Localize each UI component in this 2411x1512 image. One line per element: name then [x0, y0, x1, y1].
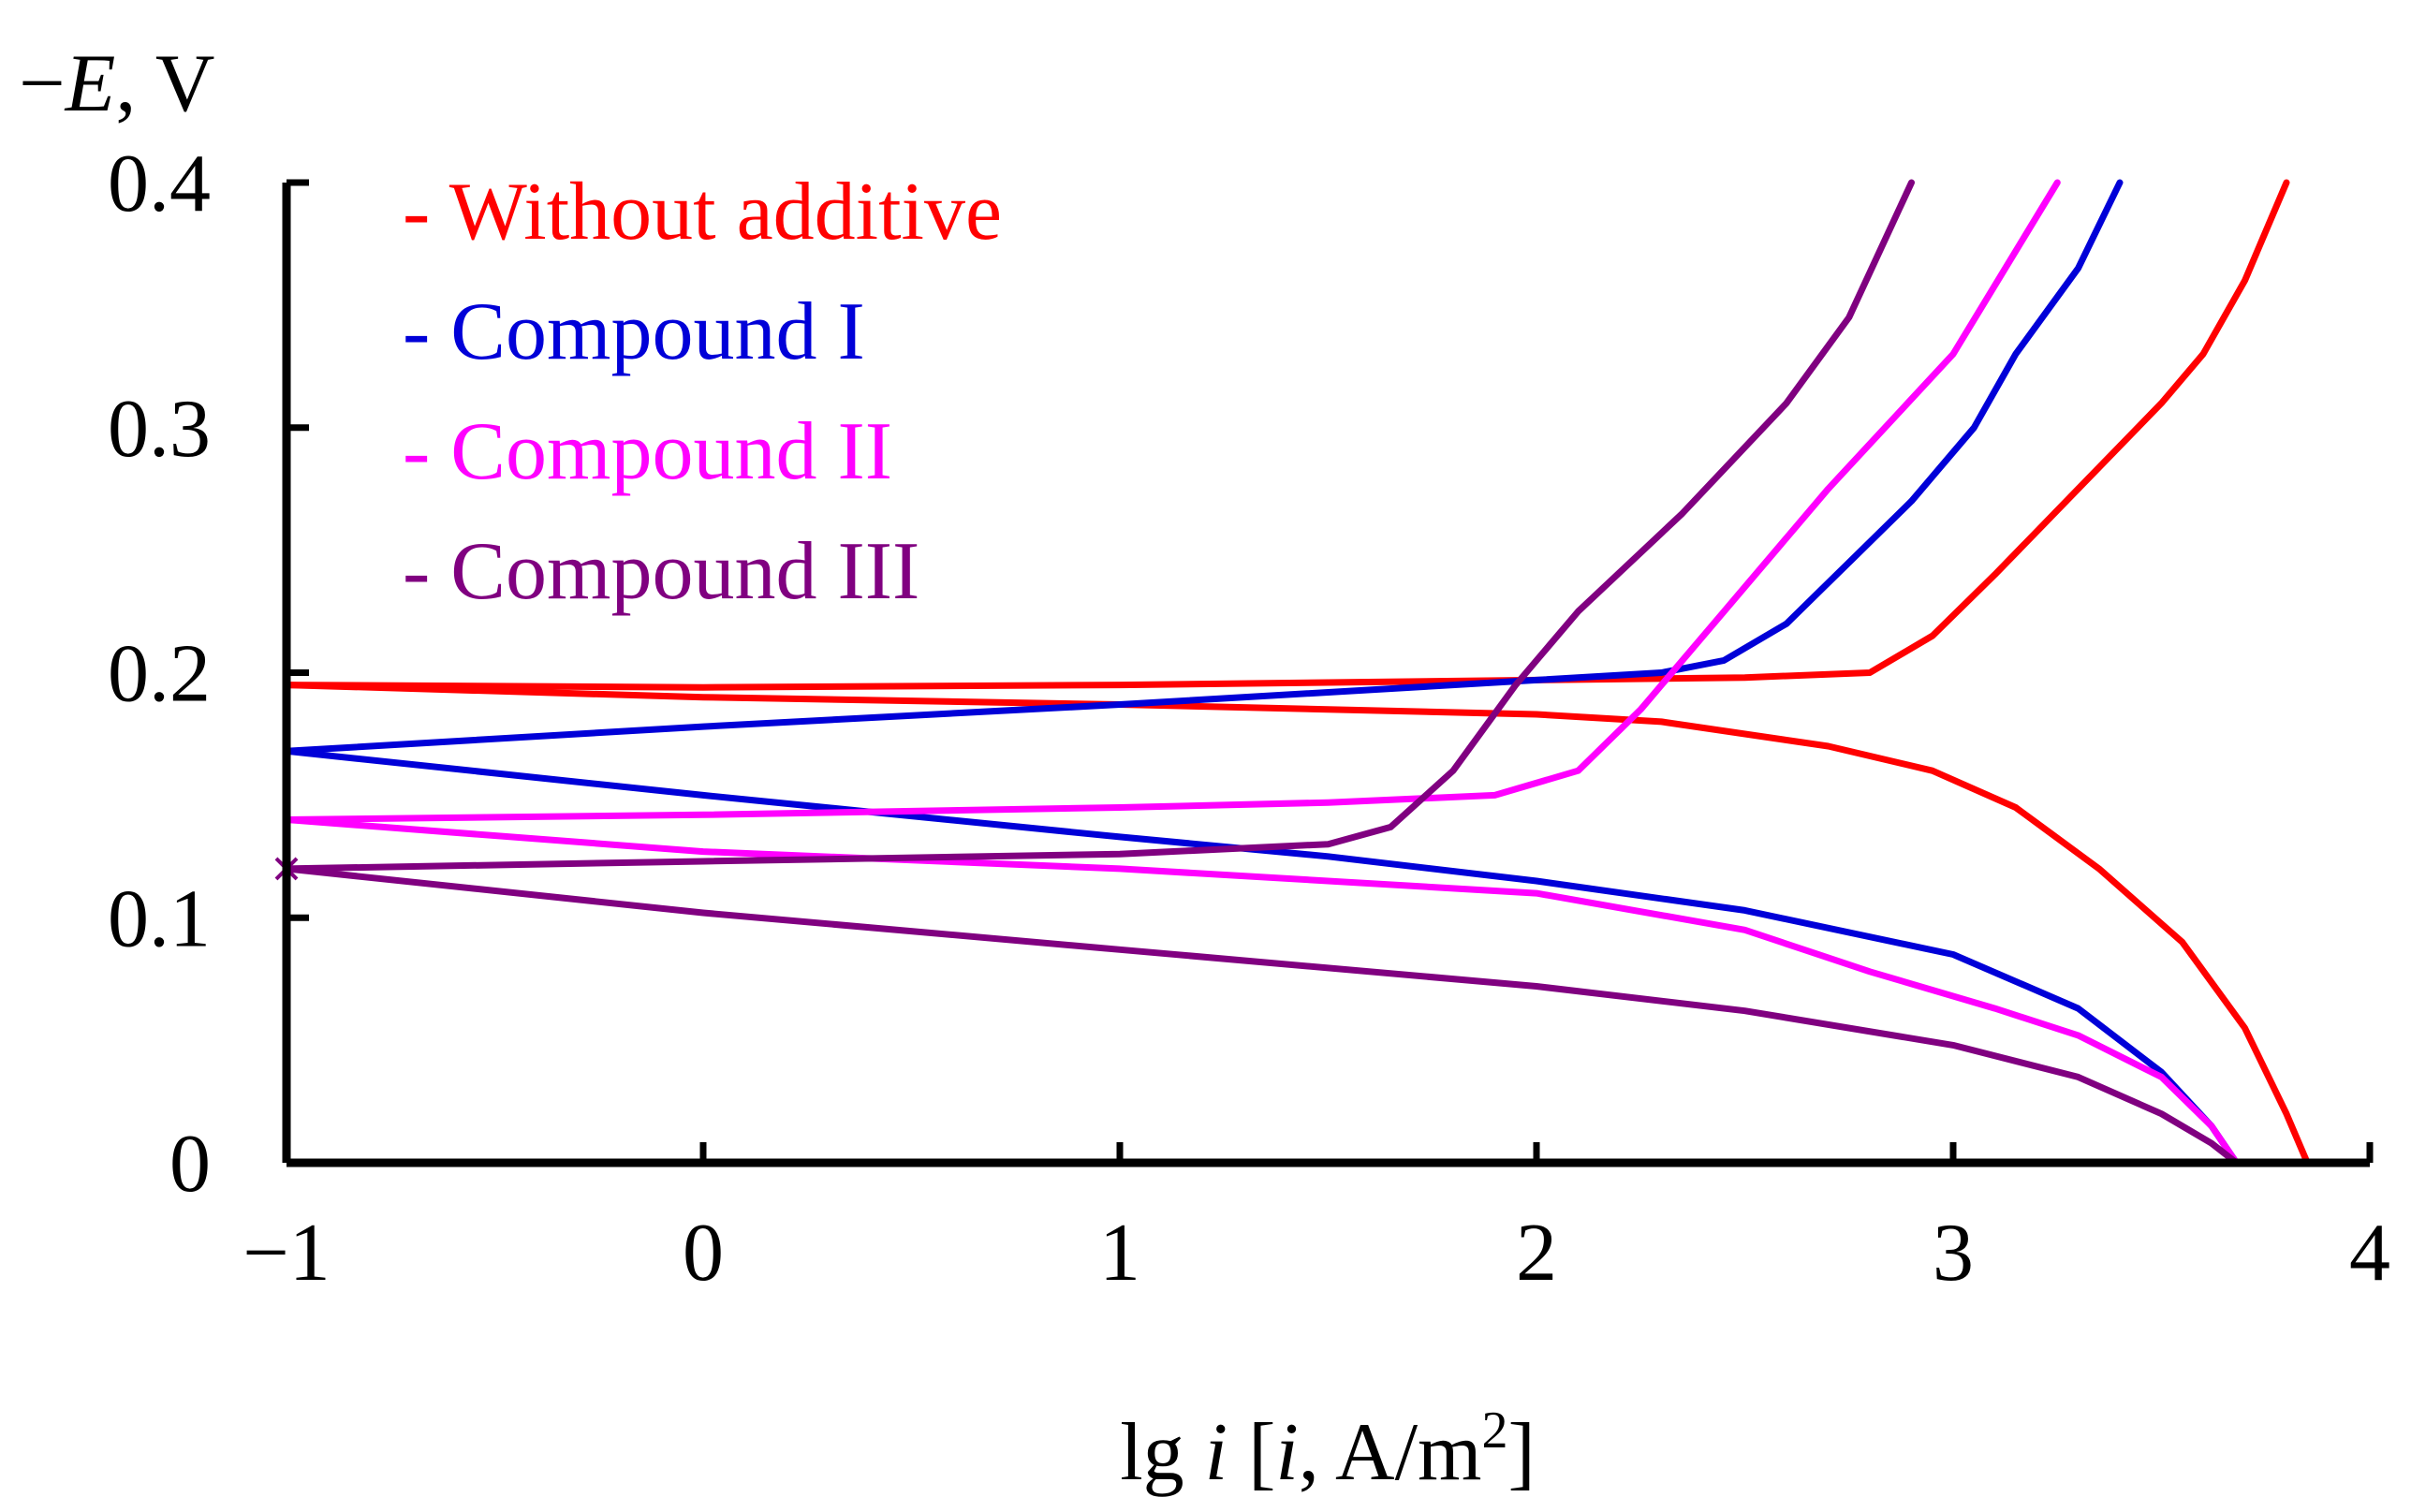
plot-lines — [274, 179, 2311, 1167]
legend-entry: - Compound I — [403, 286, 865, 377]
series-line-cathodic — [283, 179, 2124, 755]
x-axis-title: lg i [i, A/m2] — [1120, 1402, 1536, 1498]
series-line-cathodic — [283, 179, 2061, 823]
tick-labels: −1 0 1 2 3 4 0 0.1 0.2 0.3 0.4 — [108, 139, 2390, 1299]
x-tick-label: −1 — [243, 1208, 331, 1299]
legend-entry: - Compound III — [403, 526, 919, 617]
y-tick-label: 0.2 — [108, 629, 211, 720]
legend: - Without additive - Compound I - Compound… — [403, 167, 1002, 617]
series-line-anodic — [283, 865, 2241, 1167]
series-line-anodic — [283, 816, 2241, 1167]
legend-entry: - Compound II — [403, 406, 892, 497]
y-axis-title: −E, V — [19, 38, 214, 129]
x-tick-label: 3 — [1933, 1208, 1974, 1299]
y-tick-label: 0 — [169, 1119, 211, 1210]
series-line-cathodic — [283, 179, 1915, 873]
x-tick-label: 4 — [2349, 1208, 2390, 1299]
series-line-cathodic — [283, 179, 2290, 691]
series-line-anodic — [283, 747, 2241, 1167]
series-line-anodic — [283, 682, 2311, 1167]
x-tick-label: 2 — [1516, 1208, 1557, 1299]
x-tick-label: 0 — [683, 1208, 724, 1299]
x-tick-label: 1 — [1099, 1208, 1140, 1299]
y-tick-label: 0.1 — [108, 873, 211, 964]
y-tick-label: 0.4 — [108, 139, 211, 229]
tick-marks — [283, 179, 2374, 1167]
y-tick-label: 0.3 — [108, 384, 211, 475]
legend-entry: - Without additive — [403, 167, 1002, 257]
